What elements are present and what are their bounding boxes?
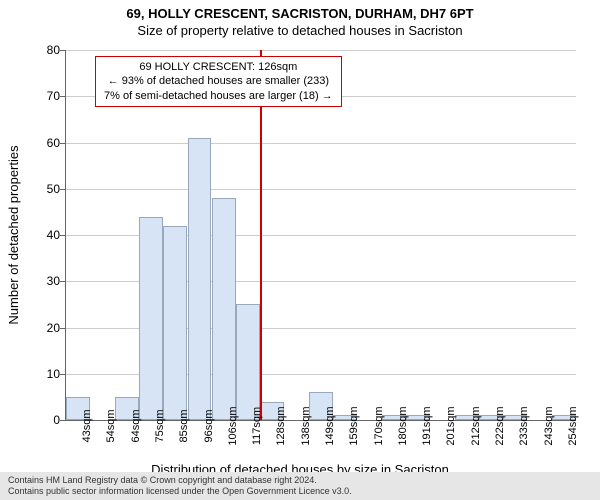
histogram-bar (236, 304, 260, 420)
annotation-line: 7% of semi-detached houses are larger (1… (104, 89, 333, 103)
y-tick-label: 60 (30, 136, 60, 150)
x-tick-label: 128sqm (275, 406, 287, 445)
x-tick-label: 106sqm (227, 406, 239, 445)
x-tick-label: 191sqm (421, 406, 433, 445)
footer-attribution: Contains HM Land Registry data © Crown c… (0, 472, 600, 500)
annotation-box: 69 HOLLY CRESCENT: 126sqm← 93% of detach… (95, 56, 342, 107)
chart-title: 69, HOLLY CRESCENT, SACRISTON, DURHAM, D… (0, 0, 600, 21)
x-tick-label: 138sqm (300, 406, 312, 445)
footer-line: Contains public sector information licen… (8, 486, 592, 497)
y-axis-label: Number of detached properties (6, 145, 21, 324)
x-tick-label: 85sqm (178, 409, 190, 442)
y-tick-mark (60, 374, 65, 375)
x-tick-label: 43sqm (81, 409, 93, 442)
gridline (66, 143, 576, 144)
x-tick-label: 233sqm (518, 406, 530, 445)
histogram-bar (188, 138, 212, 420)
y-tick-label: 20 (30, 321, 60, 335)
histogram-bar (212, 198, 236, 420)
y-tick-mark (60, 281, 65, 282)
y-tick-mark (60, 96, 65, 97)
chart-subtitle: Size of property relative to detached ho… (0, 21, 600, 38)
gridline (66, 189, 576, 190)
y-tick-mark (60, 328, 65, 329)
x-tick-label: 117sqm (251, 407, 263, 445)
x-tick-label: 64sqm (130, 409, 142, 442)
y-tick-label: 80 (30, 43, 60, 57)
y-tick-label: 50 (30, 182, 60, 196)
x-tick-label: 243sqm (543, 406, 555, 445)
histogram-bar (163, 226, 187, 420)
y-tick-mark (60, 50, 65, 51)
x-tick-label: 149sqm (324, 406, 336, 445)
y-tick-mark (60, 143, 65, 144)
x-tick-label: 212sqm (470, 406, 482, 445)
histogram-bar (139, 217, 163, 421)
x-tick-label: 54sqm (105, 409, 117, 442)
x-tick-label: 170sqm (373, 406, 385, 445)
footer-line: Contains HM Land Registry data © Crown c… (8, 475, 592, 486)
y-tick-label: 70 (30, 89, 60, 103)
y-tick-mark (60, 189, 65, 190)
annotation-line: 69 HOLLY CRESCENT: 126sqm (104, 60, 333, 74)
x-tick-label: 180sqm (397, 406, 409, 445)
x-tick-label: 201sqm (445, 406, 457, 445)
y-tick-mark (60, 235, 65, 236)
chart-container: 69, HOLLY CRESCENT, SACRISTON, DURHAM, D… (0, 0, 600, 500)
x-tick-label: 96sqm (203, 409, 215, 442)
annotation-line: ← 93% of detached houses are smaller (23… (104, 74, 333, 88)
y-tick-label: 0 (30, 413, 60, 427)
y-tick-mark (60, 420, 65, 421)
gridline (66, 50, 576, 51)
x-tick-label: 222sqm (494, 406, 506, 445)
x-tick-label: 159sqm (348, 406, 360, 445)
y-tick-label: 10 (30, 367, 60, 381)
x-tick-label: 254sqm (567, 406, 579, 445)
y-tick-label: 40 (30, 228, 60, 242)
y-tick-label: 30 (30, 274, 60, 288)
x-tick-label: 75sqm (154, 409, 166, 442)
